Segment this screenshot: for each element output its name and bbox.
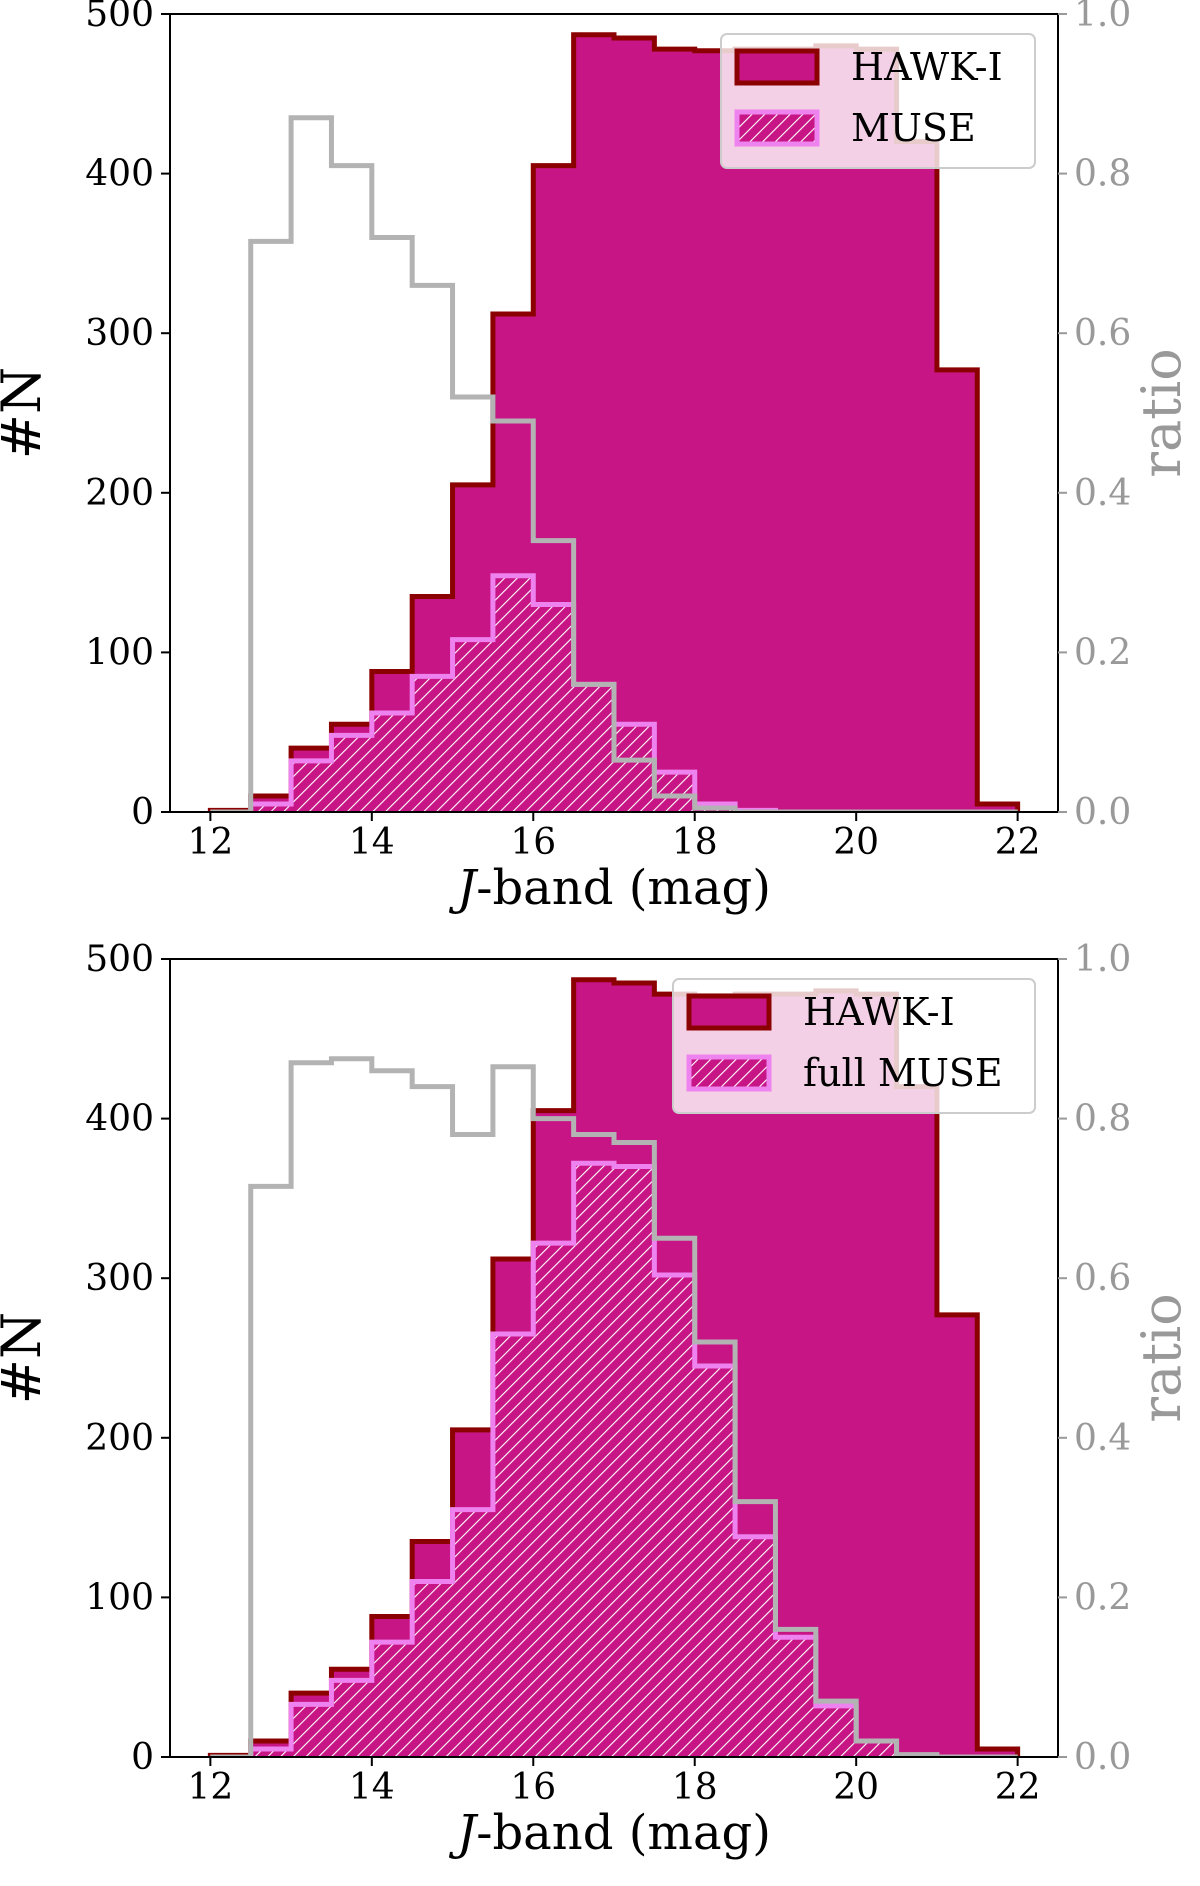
legend-label-hawk-i: HAWK-I [851,45,1003,89]
y-tick-label: 100 [85,1577,154,1618]
legend-handle-hawk-i [734,48,820,86]
y2-tick-label: 0.0 [1074,792,1131,833]
y-axis-label: #N [0,1312,53,1405]
x-tick-label: 22 [995,822,1041,863]
y-tick-label: 300 [85,313,154,354]
y-tick-label: 300 [85,1258,154,1299]
legend: HAWK-I MUSE [720,33,1036,169]
top-histogram-panel: 12 14 16 18 20 22 0 100 200 300 400 500 0.0 0.2 0.4 0.6… [0,0,1193,916]
legend-handle-hawk-i [686,993,772,1031]
y2-axis-label: ratio [1130,348,1193,478]
x-axis-label: J-band (mag) [448,1805,771,1861]
x-tick-label: 18 [672,822,718,863]
y2-tick-label: 0.2 [1074,632,1131,673]
y2-tick-label: 0.0 [1074,1737,1131,1778]
x-tick-label: 18 [672,1767,718,1808]
y-tick-label: 200 [85,473,154,514]
legend-handle-muse [734,109,820,147]
y-tick-label: 0 [131,1737,154,1778]
x-tick-label: 12 [187,822,233,863]
y-tick-label: 500 [85,0,154,35]
y2-tick-label: 0.4 [1074,473,1131,514]
y-axis-label: #N [0,367,53,460]
x-tick-label: 14 [349,1767,395,1808]
legend-handle-muse [686,1054,772,1092]
x-tick-label: 22 [995,1767,1041,1808]
y2-tick-label: 0.4 [1074,1418,1131,1459]
x-tick-label: 16 [510,822,556,863]
axes-frame [169,958,1059,1758]
y2-axis-label: ratio [1130,1293,1193,1423]
legend-label-muse: MUSE [851,106,976,150]
axes-frame [169,13,1059,813]
ratio-line [210,1056,1018,1757]
legend-label-muse: full MUSE [803,1051,1003,1095]
series-ratio [210,1056,1018,1757]
x-tick-label: 20 [833,822,879,863]
y-tick-label: 200 [85,1418,154,1459]
y2-tick-label: 0.2 [1074,1577,1131,1618]
x-tick-label: 16 [510,1767,556,1808]
series-ratio [210,115,1018,812]
ratio-line [210,115,1018,812]
x-axis-label-rest: -band (mag) [476,860,771,916]
x-axis-label: J-band (mag) [448,860,771,916]
y2-tick-label: 0.8 [1074,154,1131,195]
y-tick-label: 100 [85,632,154,673]
x-axis-label-italic: J [448,860,479,916]
legend: HAWK-I full MUSE [672,978,1036,1114]
x-axis-label-italic: J [448,1805,479,1861]
legend-label-hawk-i: HAWK-I [803,990,955,1034]
x-tick-label: 12 [187,1767,233,1808]
x-tick-label: 20 [833,1767,879,1808]
y-tick-label: 400 [85,154,154,195]
x-axis-label-rest: -band (mag) [476,1805,771,1861]
y-tick-label: 400 [85,1099,154,1140]
y2-tick-label: 1.0 [1074,0,1131,35]
bottom-histogram-panel: 12 14 16 18 20 22 0 100 200 300 400 500 0.0 0.2 0.4 0.6… [0,939,1193,1861]
y-tick-label: 500 [85,939,154,980]
y2-tick-label: 1.0 [1074,939,1131,980]
y2-tick-label: 0.6 [1074,313,1131,354]
y2-tick-label: 0.8 [1074,1099,1131,1140]
x-tick-label: 14 [349,822,395,863]
y-tick-label: 0 [131,792,154,833]
y2-tick-label: 0.6 [1074,1258,1131,1299]
